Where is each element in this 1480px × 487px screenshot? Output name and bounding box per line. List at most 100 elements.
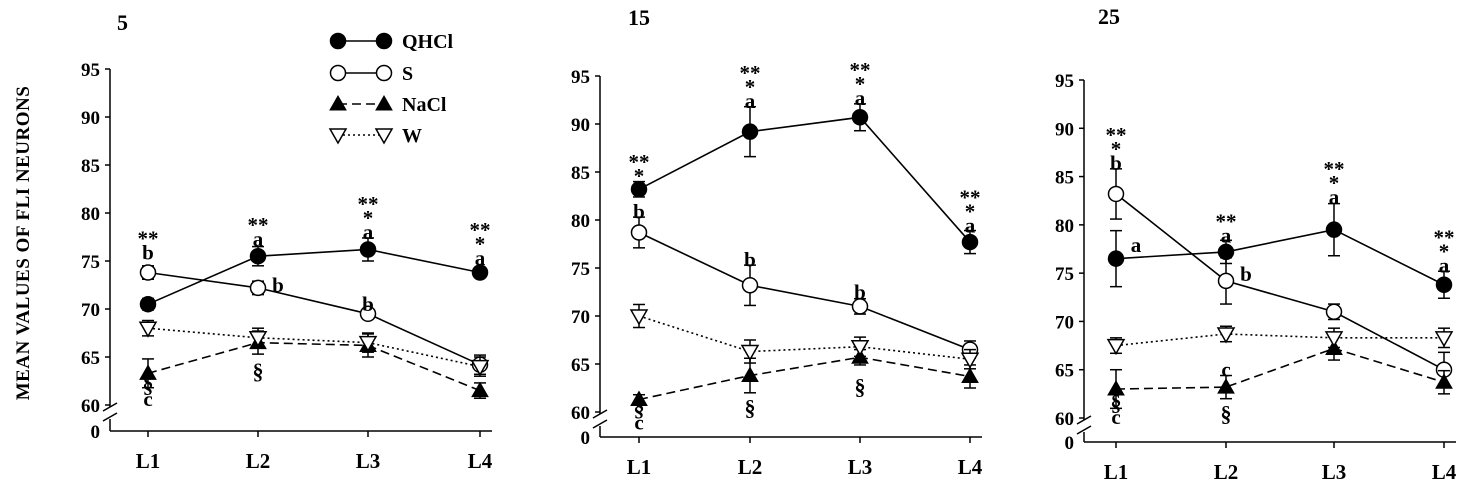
axis-break-mark bbox=[592, 409, 608, 419]
y-tick-label: 90 bbox=[571, 115, 590, 136]
x-tick-label: L2 bbox=[1214, 460, 1239, 484]
x-tick-label: L3 bbox=[1322, 460, 1347, 484]
data-point bbox=[358, 335, 378, 353]
y-tick-label-zero: 0 bbox=[1065, 433, 1075, 454]
legend-item-S: S bbox=[329, 63, 413, 85]
y-tick-label: 85 bbox=[81, 156, 100, 177]
significance-label: c bbox=[1221, 358, 1230, 382]
y-tick-label: 80 bbox=[81, 204, 100, 225]
data-point bbox=[1216, 327, 1236, 344]
legend-marker bbox=[374, 128, 394, 145]
y-tick-label: 85 bbox=[1055, 168, 1074, 189]
data-point bbox=[630, 390, 648, 407]
significance-label: b bbox=[272, 273, 284, 297]
y-tick-label: 75 bbox=[571, 259, 590, 280]
significance-label: § bbox=[143, 372, 154, 397]
data-point bbox=[1324, 331, 1344, 348]
legend-marker bbox=[329, 32, 347, 50]
significance-label: a bbox=[1439, 253, 1450, 277]
significance-label: c bbox=[1111, 405, 1120, 429]
significance-label: ** bbox=[1434, 225, 1455, 249]
significance-label: c bbox=[634, 411, 643, 435]
y-tick-label: 70 bbox=[81, 300, 100, 321]
data-point bbox=[1106, 338, 1126, 356]
y-tick-label: 75 bbox=[81, 252, 100, 273]
y-tick-label: 95 bbox=[81, 60, 100, 81]
significance-label: * bbox=[965, 200, 976, 224]
significance-label: * bbox=[1111, 137, 1122, 161]
significance-label: c bbox=[143, 387, 152, 411]
axis-break-mark bbox=[102, 402, 118, 412]
significance-label: ** bbox=[740, 61, 761, 85]
significance-label: b bbox=[1110, 151, 1122, 175]
legend-marker bbox=[328, 128, 348, 145]
series-line bbox=[1115, 193, 1445, 371]
significance-label: ** bbox=[138, 226, 159, 250]
data-point bbox=[359, 241, 377, 258]
x-tick-label: L1 bbox=[627, 455, 652, 479]
data-point bbox=[851, 298, 869, 315]
series-line bbox=[638, 231, 971, 351]
significance-label: § bbox=[855, 374, 866, 399]
series-W bbox=[138, 319, 490, 377]
data-point bbox=[1435, 276, 1453, 293]
data-point bbox=[1107, 380, 1125, 396]
series-line bbox=[147, 327, 481, 368]
y-tick-label-zero: 0 bbox=[91, 422, 101, 443]
significance-label: a bbox=[1131, 233, 1142, 257]
y-tick-label: 85 bbox=[571, 163, 590, 184]
data-point bbox=[139, 364, 157, 380]
significance-label: * bbox=[1329, 171, 1340, 195]
significance-label: ** bbox=[629, 150, 650, 174]
data-point bbox=[471, 381, 489, 398]
x-tick-label: L3 bbox=[848, 455, 873, 479]
series-QHCl bbox=[630, 103, 979, 255]
significance-label: a bbox=[965, 214, 976, 238]
significance-label: ** bbox=[470, 218, 491, 242]
axis-break-mark bbox=[1076, 425, 1092, 435]
series-line bbox=[147, 248, 481, 305]
y-tick-label: 65 bbox=[81, 348, 100, 369]
series-NaCl bbox=[139, 330, 489, 400]
series-line bbox=[147, 271, 481, 366]
series-line bbox=[1115, 347, 1445, 390]
series-line bbox=[147, 341, 481, 392]
data-point bbox=[1107, 185, 1125, 203]
legend-item-NaCl: NaCl bbox=[329, 94, 447, 116]
data-point bbox=[630, 224, 648, 241]
data-point bbox=[960, 352, 980, 369]
axis-break-mark bbox=[102, 412, 118, 422]
significance-label: * bbox=[363, 206, 374, 230]
significance-label: b bbox=[633, 199, 645, 223]
legend-marker bbox=[375, 32, 393, 50]
data-point bbox=[1434, 331, 1454, 348]
x-tick-label: L3 bbox=[356, 449, 381, 473]
significance-label: b bbox=[1240, 262, 1252, 286]
series-S bbox=[1107, 168, 1453, 388]
x-tick-label: L4 bbox=[468, 449, 493, 473]
significance-label: § bbox=[1221, 401, 1232, 426]
data-point bbox=[961, 367, 979, 383]
legend-label: NaCl bbox=[402, 94, 447, 116]
significance-label: * bbox=[634, 164, 645, 188]
y-tick-label: 70 bbox=[1055, 312, 1074, 333]
data-point bbox=[1217, 272, 1235, 290]
data-point bbox=[470, 359, 490, 377]
significance-label: a bbox=[745, 89, 756, 113]
x-tick-label: L4 bbox=[1432, 460, 1457, 484]
significance-label: a bbox=[855, 86, 866, 110]
significance-label: § bbox=[1111, 390, 1122, 415]
y-tick-label: 95 bbox=[571, 67, 590, 88]
significance-label: b bbox=[744, 247, 756, 271]
y-tick-label: 60 bbox=[81, 396, 100, 417]
significance-label: * bbox=[745, 75, 756, 99]
data-point bbox=[139, 264, 157, 281]
significance-label: a bbox=[253, 227, 264, 251]
significance-label: ** bbox=[1216, 209, 1237, 233]
panel-title: 15 bbox=[628, 5, 650, 30]
y-tick-label: 70 bbox=[571, 307, 590, 328]
data-point bbox=[961, 233, 979, 251]
data-point bbox=[740, 344, 760, 362]
